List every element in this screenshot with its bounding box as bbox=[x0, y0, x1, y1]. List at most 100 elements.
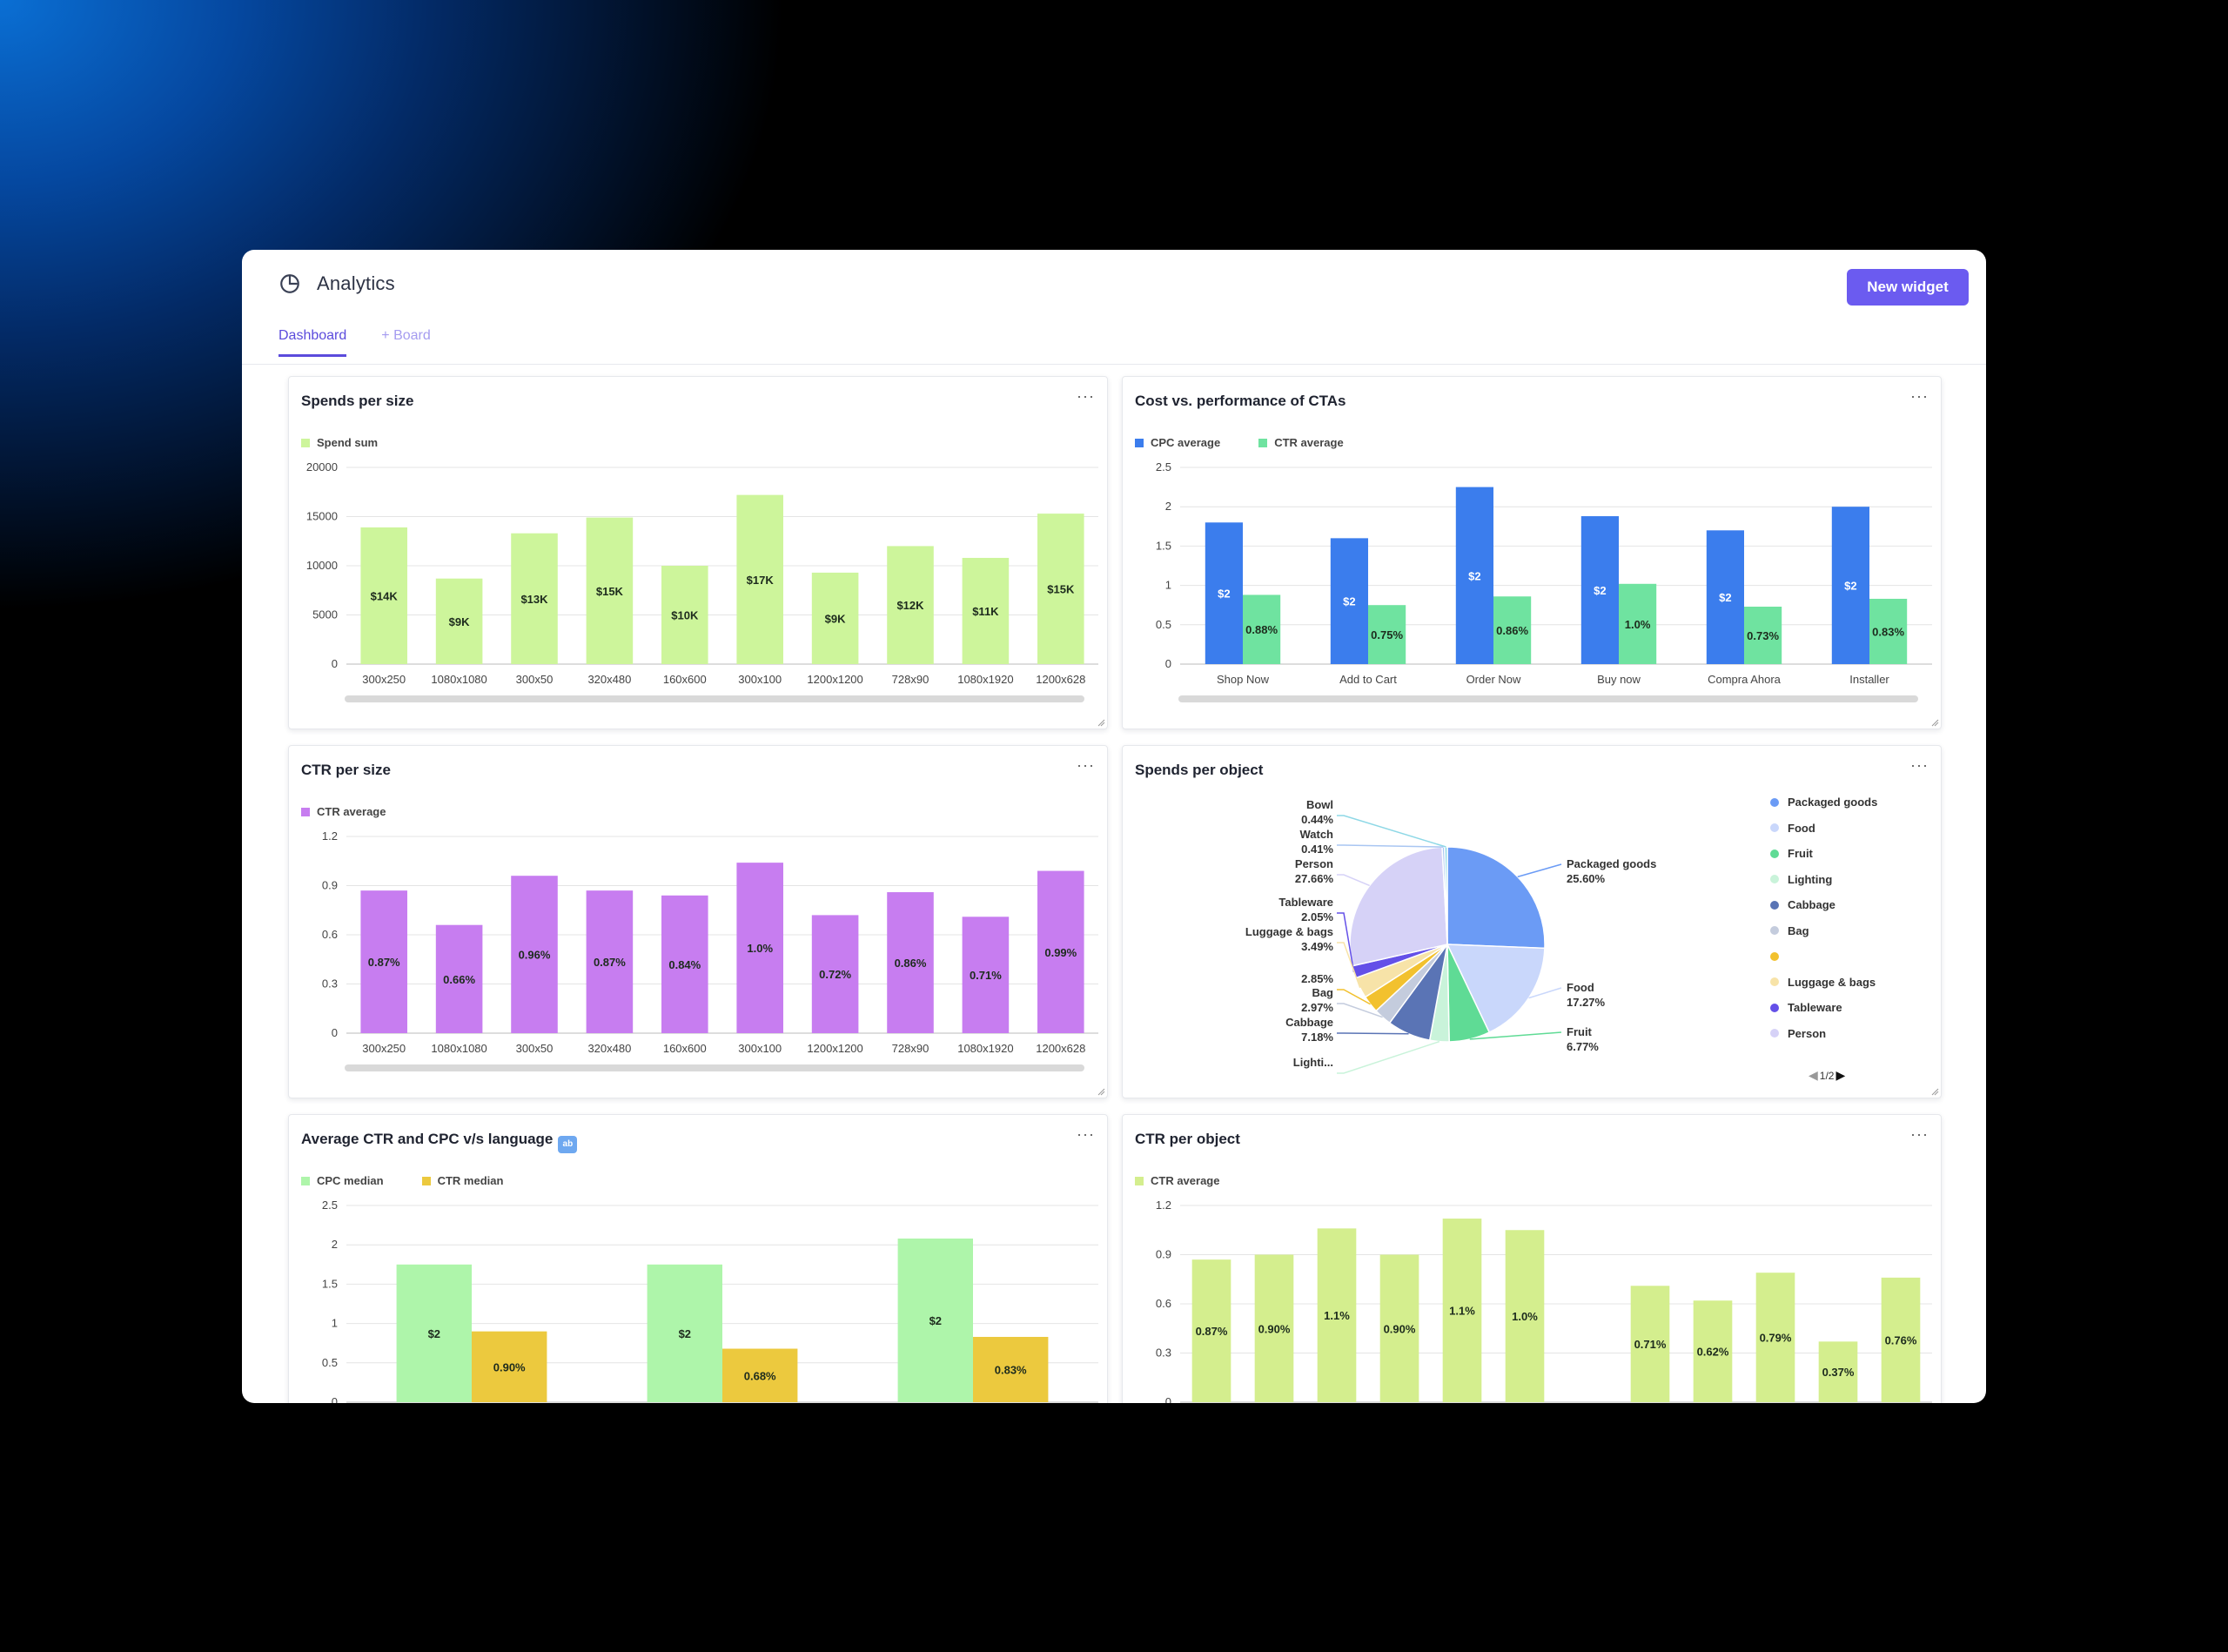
bar[interactable] bbox=[586, 517, 634, 664]
bar[interactable] bbox=[1205, 522, 1243, 664]
chart-legend: CPC median CTR median bbox=[301, 1174, 503, 1187]
tab-add-board[interactable]: + Board bbox=[381, 328, 431, 343]
x-tick-label: 320x480 bbox=[587, 673, 631, 686]
legend-label: CTR average bbox=[1151, 1174, 1220, 1187]
bar[interactable] bbox=[1818, 1341, 1858, 1402]
resize-handle-icon[interactable] bbox=[1097, 718, 1105, 727]
bar[interactable] bbox=[1037, 514, 1084, 664]
more-options-button[interactable]: ··· bbox=[1910, 387, 1929, 405]
resize-handle-icon[interactable] bbox=[1930, 718, 1939, 727]
bar[interactable] bbox=[1379, 1254, 1419, 1403]
bar[interactable] bbox=[1442, 1219, 1482, 1402]
bar[interactable] bbox=[1317, 1228, 1357, 1402]
more-options-button[interactable]: ··· bbox=[1910, 1125, 1929, 1143]
bar[interactable] bbox=[360, 890, 407, 1033]
bar[interactable] bbox=[435, 578, 483, 664]
bar[interactable] bbox=[811, 572, 859, 664]
bar[interactable] bbox=[1243, 594, 1281, 664]
new-widget-button[interactable]: New widget bbox=[1847, 269, 1969, 306]
pie-legend-item[interactable]: Cabbage bbox=[1770, 892, 1877, 918]
tab-dashboard[interactable]: Dashboard bbox=[278, 328, 347, 357]
bar[interactable] bbox=[511, 533, 558, 664]
bar[interactable] bbox=[1330, 538, 1368, 664]
pie-legend-item[interactable]: Person bbox=[1770, 1021, 1877, 1047]
pie-legend-item[interactable]: Fruit bbox=[1770, 841, 1877, 867]
bar[interactable] bbox=[661, 895, 708, 1033]
bar[interactable] bbox=[973, 1336, 1049, 1402]
bar[interactable] bbox=[1580, 516, 1619, 664]
bar[interactable] bbox=[1744, 607, 1782, 664]
bar[interactable] bbox=[360, 527, 407, 664]
x-tick-label: 300x100 bbox=[738, 1042, 782, 1055]
bar-value-label: 0.90% bbox=[493, 1360, 526, 1373]
bar[interactable] bbox=[1755, 1273, 1795, 1402]
pager-next-icon[interactable]: ▶ bbox=[1835, 1068, 1846, 1082]
bar[interactable] bbox=[435, 924, 483, 1033]
bar[interactable] bbox=[962, 557, 1010, 664]
bar[interactable] bbox=[1630, 1286, 1670, 1402]
legend-item[interactable]: CTR average bbox=[301, 805, 386, 818]
bar[interactable] bbox=[586, 890, 634, 1033]
pie-legend-item[interactable]: Luggage & bags bbox=[1770, 970, 1877, 996]
bar[interactable] bbox=[1368, 605, 1406, 664]
more-options-button[interactable]: ··· bbox=[1077, 1125, 1095, 1143]
more-options-button[interactable]: ··· bbox=[1077, 387, 1095, 405]
bar[interactable] bbox=[1831, 507, 1869, 664]
chart-scrollbar[interactable] bbox=[345, 1064, 1084, 1071]
bar[interactable] bbox=[1037, 870, 1084, 1033]
bar[interactable] bbox=[396, 1264, 472, 1402]
legend-item[interactable]: CTR median bbox=[421, 1174, 503, 1187]
bar[interactable] bbox=[1881, 1277, 1921, 1402]
more-options-button[interactable]: ··· bbox=[1077, 756, 1095, 774]
legend-item[interactable]: CPC median bbox=[301, 1174, 384, 1187]
pie-leader-line bbox=[1337, 815, 1446, 848]
resize-handle-icon[interactable] bbox=[1097, 1087, 1105, 1096]
bar[interactable] bbox=[887, 546, 934, 664]
bar[interactable] bbox=[736, 863, 783, 1033]
pie-legend-item[interactable]: Tableware bbox=[1770, 995, 1877, 1021]
bar[interactable] bbox=[1254, 1254, 1294, 1403]
bar-value-label: 0.87% bbox=[1196, 1325, 1228, 1338]
legend-dot bbox=[1770, 1029, 1779, 1038]
pie-leader-line bbox=[1469, 1031, 1562, 1040]
pie-slice[interactable] bbox=[1349, 846, 1448, 967]
pie-legend-item[interactable]: Packaged goods bbox=[1770, 789, 1877, 816]
bar[interactable] bbox=[1455, 487, 1493, 664]
bar[interactable] bbox=[736, 494, 783, 664]
resize-handle-icon[interactable] bbox=[1930, 1087, 1939, 1096]
chart-scrollbar[interactable] bbox=[1178, 695, 1918, 702]
legend-dot bbox=[1770, 849, 1779, 858]
bar[interactable] bbox=[1493, 596, 1532, 664]
pie-legend-item[interactable]: Lighting bbox=[1770, 867, 1877, 893]
bar[interactable] bbox=[511, 876, 558, 1033]
bar[interactable] bbox=[897, 1238, 973, 1402]
pie-slice[interactable] bbox=[1446, 846, 1546, 950]
bar[interactable] bbox=[811, 915, 859, 1033]
pie-legend-item[interactable]: Bag bbox=[1770, 918, 1877, 944]
bar[interactable] bbox=[1693, 1300, 1733, 1402]
legend-item[interactable]: Spend sum bbox=[301, 436, 378, 449]
bar[interactable] bbox=[722, 1348, 798, 1402]
bar[interactable] bbox=[962, 917, 1010, 1033]
legend-item[interactable]: CTR average bbox=[1135, 1174, 1219, 1187]
bar[interactable] bbox=[1505, 1230, 1545, 1402]
pie-legend-item[interactable]: Food bbox=[1770, 816, 1877, 842]
legend-item[interactable]: CTR average bbox=[1258, 436, 1344, 449]
chart-scrollbar[interactable] bbox=[345, 695, 1084, 702]
x-tick-label: 1080x1080 bbox=[431, 673, 487, 686]
pie-legend-item[interactable] bbox=[1770, 944, 1877, 970]
bar[interactable] bbox=[1191, 1259, 1231, 1402]
more-options-button[interactable]: ··· bbox=[1910, 756, 1929, 774]
bar[interactable] bbox=[887, 892, 934, 1033]
pie-label-name: Bowl bbox=[1306, 798, 1333, 811]
bar-value-label: 1.0% bbox=[747, 942, 773, 955]
bar[interactable] bbox=[1619, 583, 1657, 664]
bar[interactable] bbox=[472, 1331, 547, 1402]
bar[interactable] bbox=[647, 1264, 722, 1402]
bar-value-label: 0.87% bbox=[368, 956, 400, 969]
legend-item[interactable]: CPC average bbox=[1135, 436, 1220, 449]
bar[interactable] bbox=[661, 566, 708, 664]
bar[interactable] bbox=[1869, 598, 1908, 664]
pager-prev-icon[interactable]: ◀ bbox=[1809, 1068, 1818, 1082]
bar[interactable] bbox=[1706, 530, 1744, 664]
